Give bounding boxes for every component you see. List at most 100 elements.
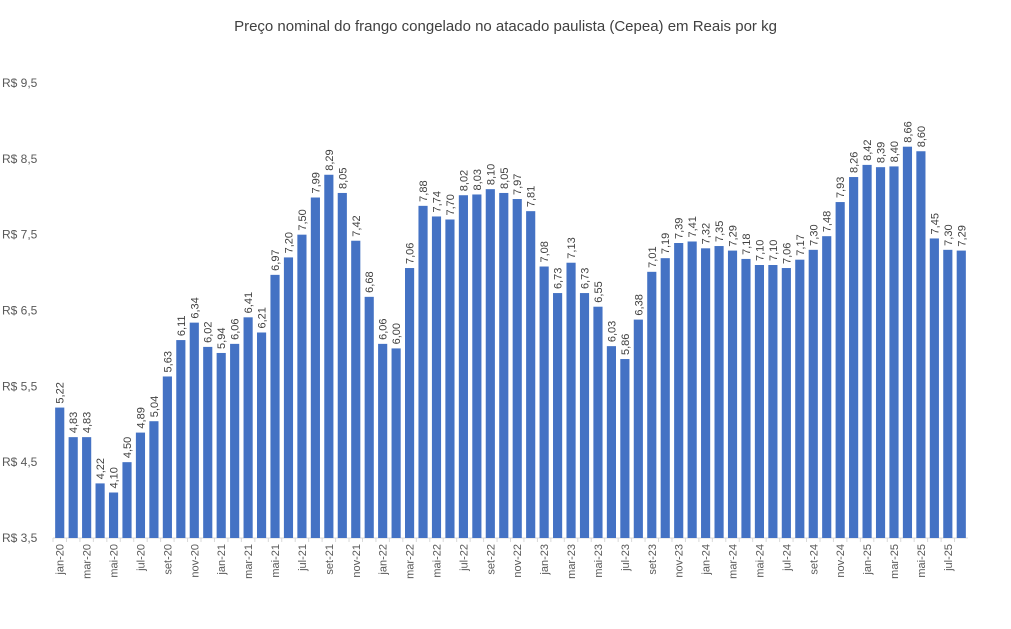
- x-tick-label: jul-21: [297, 544, 309, 572]
- bar: [929, 238, 939, 539]
- bar: [283, 257, 294, 538]
- data-label: 7,10: [768, 240, 780, 261]
- data-label: 7,48: [822, 211, 834, 232]
- bar: [472, 194, 482, 538]
- bar: [108, 492, 119, 538]
- bar: [162, 376, 172, 538]
- bar: [875, 167, 886, 539]
- data-label: 4,10: [109, 467, 121, 488]
- x-tick-label: jan-23: [539, 544, 551, 576]
- bar: [553, 293, 563, 538]
- bar: [916, 151, 926, 538]
- bar: [768, 265, 778, 538]
- bar: [741, 258, 751, 538]
- bar: [539, 266, 549, 538]
- bar: [297, 234, 307, 538]
- data-label: 5,86: [620, 334, 632, 355]
- data-label: 7,19: [660, 233, 672, 254]
- data-label: 7,41: [687, 216, 699, 237]
- bar: [243, 317, 253, 538]
- data-label: 4,89: [135, 407, 147, 428]
- data-label: 4,50: [122, 437, 134, 458]
- bar: [391, 348, 401, 538]
- bar: [714, 246, 724, 538]
- data-label: 7,06: [781, 243, 793, 264]
- y-tick-label: R$ 5,5: [2, 379, 38, 393]
- data-label: 7,70: [445, 194, 457, 215]
- x-tick-label: set-20: [162, 544, 174, 575]
- bar: [674, 243, 684, 538]
- x-tick-label: set-24: [808, 544, 820, 575]
- bar: [445, 219, 455, 538]
- x-tick-label: nov-24: [835, 544, 847, 578]
- data-label: 5,04: [149, 396, 161, 417]
- bar: [835, 202, 845, 538]
- bar: [620, 359, 630, 538]
- data-label: 6,02: [203, 321, 215, 342]
- data-label: 6,55: [593, 281, 605, 302]
- bar: [579, 293, 590, 538]
- data-label: 4,83: [68, 412, 80, 433]
- data-label: 8,03: [472, 169, 484, 190]
- x-tick-label: mar-24: [728, 544, 740, 579]
- bar: [55, 407, 65, 538]
- data-label: 6,41: [243, 292, 255, 313]
- data-label: 5,63: [162, 351, 174, 372]
- data-label: 7,81: [526, 186, 538, 207]
- bar: [512, 199, 522, 538]
- data-label: 8,02: [458, 170, 470, 191]
- x-tick-label: jul-20: [135, 544, 147, 572]
- bar: [337, 192, 347, 539]
- data-label: 7,17: [795, 234, 807, 255]
- y-tick-label: R$ 9,5: [2, 76, 38, 90]
- data-label: 7,93: [835, 177, 847, 198]
- data-label: 8,29: [324, 149, 336, 170]
- x-tick-label: mai-22: [431, 544, 443, 578]
- x-tick-label: jul-25: [943, 544, 955, 572]
- data-label: 6,97: [270, 249, 282, 270]
- data-label: 6,34: [189, 297, 201, 318]
- chart-title: Preço nominal do frango congelado no ata…: [234, 18, 777, 35]
- bar: [176, 340, 186, 538]
- data-label: 6,21: [257, 307, 269, 328]
- bar: [216, 352, 226, 538]
- x-tick-label: mar-21: [243, 544, 255, 579]
- y-tick-label: R$ 7,5: [2, 228, 38, 242]
- bar: [458, 195, 468, 538]
- x-tick-label: mai-21: [270, 544, 282, 578]
- data-label: 8,66: [902, 121, 914, 142]
- bar: [754, 265, 765, 538]
- bar: [633, 319, 643, 538]
- x-tick-label: jan-25: [862, 544, 874, 576]
- bar: [822, 236, 832, 538]
- data-label: 7,30: [808, 224, 820, 245]
- bar: [149, 421, 159, 538]
- data-label: 7,50: [297, 209, 309, 230]
- y-tick-label: R$ 8,5: [2, 152, 38, 166]
- data-label: 7,45: [929, 213, 941, 234]
- bar: [849, 177, 859, 539]
- data-label: 7,97: [512, 174, 524, 195]
- data-label: 7,32: [701, 223, 713, 244]
- data-label: 6,03: [606, 321, 618, 342]
- bar: [727, 250, 738, 538]
- bar: [526, 211, 536, 539]
- data-label: 5,94: [216, 328, 228, 349]
- data-label: 8,39: [876, 142, 888, 163]
- bar: [808, 249, 818, 539]
- data-label: 7,01: [647, 246, 659, 267]
- bar: [499, 192, 509, 539]
- bar: [889, 166, 899, 538]
- y-tick-label: R$ 4,5: [2, 455, 38, 469]
- bar: [701, 248, 711, 539]
- x-tick-label: mai-23: [593, 544, 605, 578]
- bar: [606, 346, 616, 538]
- x-tick-label: mar-20: [82, 544, 94, 579]
- x-tick-label: nov-23: [674, 544, 686, 578]
- data-label: 6,06: [378, 318, 390, 339]
- bar: [82, 437, 92, 538]
- bar: [485, 189, 495, 538]
- x-tick-label: nov-22: [512, 544, 524, 578]
- bar: [256, 332, 267, 538]
